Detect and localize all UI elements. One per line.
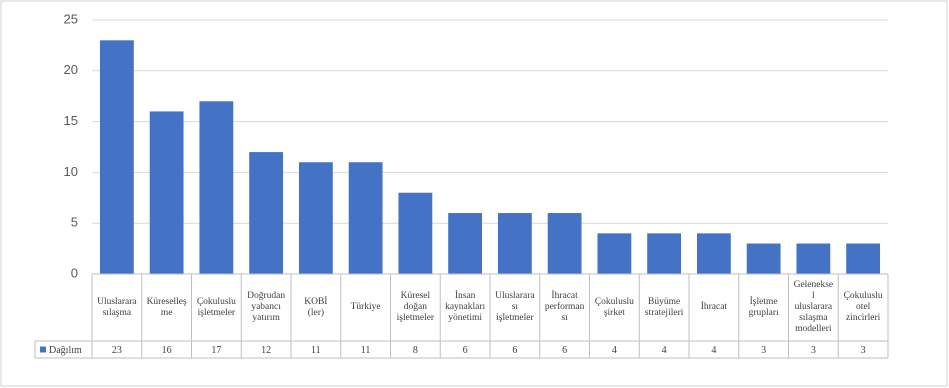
x-tick-label: Gelenekse l uluslarara sılaşma modelleri <box>793 280 834 334</box>
x-tick-label: İhracat performan sı <box>544 291 585 323</box>
x-tick-label: KOBİ (ler) <box>304 296 328 318</box>
x-tick-label: Küreselleş me <box>146 296 187 318</box>
x-label-cell: Küresel doğan işletmeler <box>396 291 435 323</box>
bar <box>99 40 134 274</box>
bar <box>448 213 483 274</box>
table-value: 4 <box>612 345 617 356</box>
table-value: 11 <box>361 345 371 356</box>
x-tick-label: Doğrudan yabancı yatırım <box>247 291 286 323</box>
x-tick-label: İşletme grupları <box>748 296 779 318</box>
x-label-cell: İhracat performan sı <box>544 291 585 323</box>
x-label-cell: Çokuluslu işletmeler <box>196 296 236 318</box>
bar <box>597 233 632 274</box>
table-value: 3 <box>861 345 866 356</box>
y-tick-label: 10 <box>64 164 78 179</box>
table-value: 6 <box>512 345 517 356</box>
bar <box>199 101 234 274</box>
table-value: 3 <box>811 345 816 356</box>
x-label-cell: Çokuluslu otel zincirleri <box>843 291 883 323</box>
bar <box>398 192 433 274</box>
bar <box>846 243 881 274</box>
bar <box>746 243 781 274</box>
x-label-cell: KOBİ (ler) <box>304 296 328 318</box>
x-tick-label: Uluslarara sı işletmeler <box>495 291 535 323</box>
bar <box>647 233 682 274</box>
x-tick-label: Çokuluslu işletmeler <box>196 296 236 318</box>
x-label-cell: Büyüme stratejileri <box>644 296 684 318</box>
x-label-cell: İhracat <box>700 302 728 312</box>
bar <box>547 213 582 274</box>
table-value: 23 <box>112 345 122 356</box>
x-label-cell: Küreselleş me <box>146 296 187 318</box>
y-tick-label: 20 <box>64 62 78 77</box>
x-label-cell: Çokuluslu şirket <box>594 296 634 318</box>
x-tick-label: Türkiye <box>350 302 381 312</box>
table-value: 16 <box>162 345 172 356</box>
x-tick-label: İnsan kaynakları yönetimi <box>445 291 486 323</box>
bar <box>149 111 184 274</box>
x-label-cell: İnsan kaynakları yönetimi <box>445 291 486 323</box>
bar <box>497 213 532 274</box>
bar <box>348 162 383 274</box>
x-tick-label: Çokuluslu otel zincirleri <box>843 291 883 323</box>
bar <box>696 233 731 274</box>
table-value: 3 <box>761 345 766 356</box>
table-value: 17 <box>211 345 221 356</box>
x-tick-label: Küresel doğan işletmeler <box>396 291 435 323</box>
table-value: 8 <box>413 345 418 356</box>
x-label-cell: Türkiye <box>350 302 381 312</box>
x-label-cell: Gelenekse l uluslarara sılaşma modelleri <box>793 280 834 334</box>
y-tick-label: 25 <box>64 11 78 26</box>
y-tick-label: 0 <box>71 265 78 280</box>
x-tick-label: Çokuluslu şirket <box>594 296 634 318</box>
bar <box>249 152 284 274</box>
legend-label: Dağılım <box>49 345 82 356</box>
table-value: 4 <box>711 345 716 356</box>
table-value: 4 <box>662 345 667 356</box>
bar <box>298 162 333 274</box>
x-tick-label: Büyüme stratejileri <box>644 296 684 318</box>
x-label-cell: İşletme grupları <box>748 296 779 318</box>
x-tick-label: Uluslarara sılaşma <box>97 296 137 318</box>
bar <box>796 243 831 274</box>
x-label-cell: Uluslarara sı işletmeler <box>495 291 535 323</box>
x-label-cell: Doğrudan yabancı yatırım <box>247 291 286 323</box>
table-value: 12 <box>261 345 271 356</box>
table-value: 11 <box>311 345 321 356</box>
x-tick-label: İhracat <box>700 302 728 312</box>
y-tick-label: 15 <box>64 113 78 128</box>
table-value: 6 <box>463 345 468 356</box>
legend-swatch <box>40 346 46 353</box>
y-tick-label: 5 <box>71 215 78 230</box>
table-value: 6 <box>562 345 567 356</box>
x-label-cell: Uluslarara sılaşma <box>97 296 137 318</box>
